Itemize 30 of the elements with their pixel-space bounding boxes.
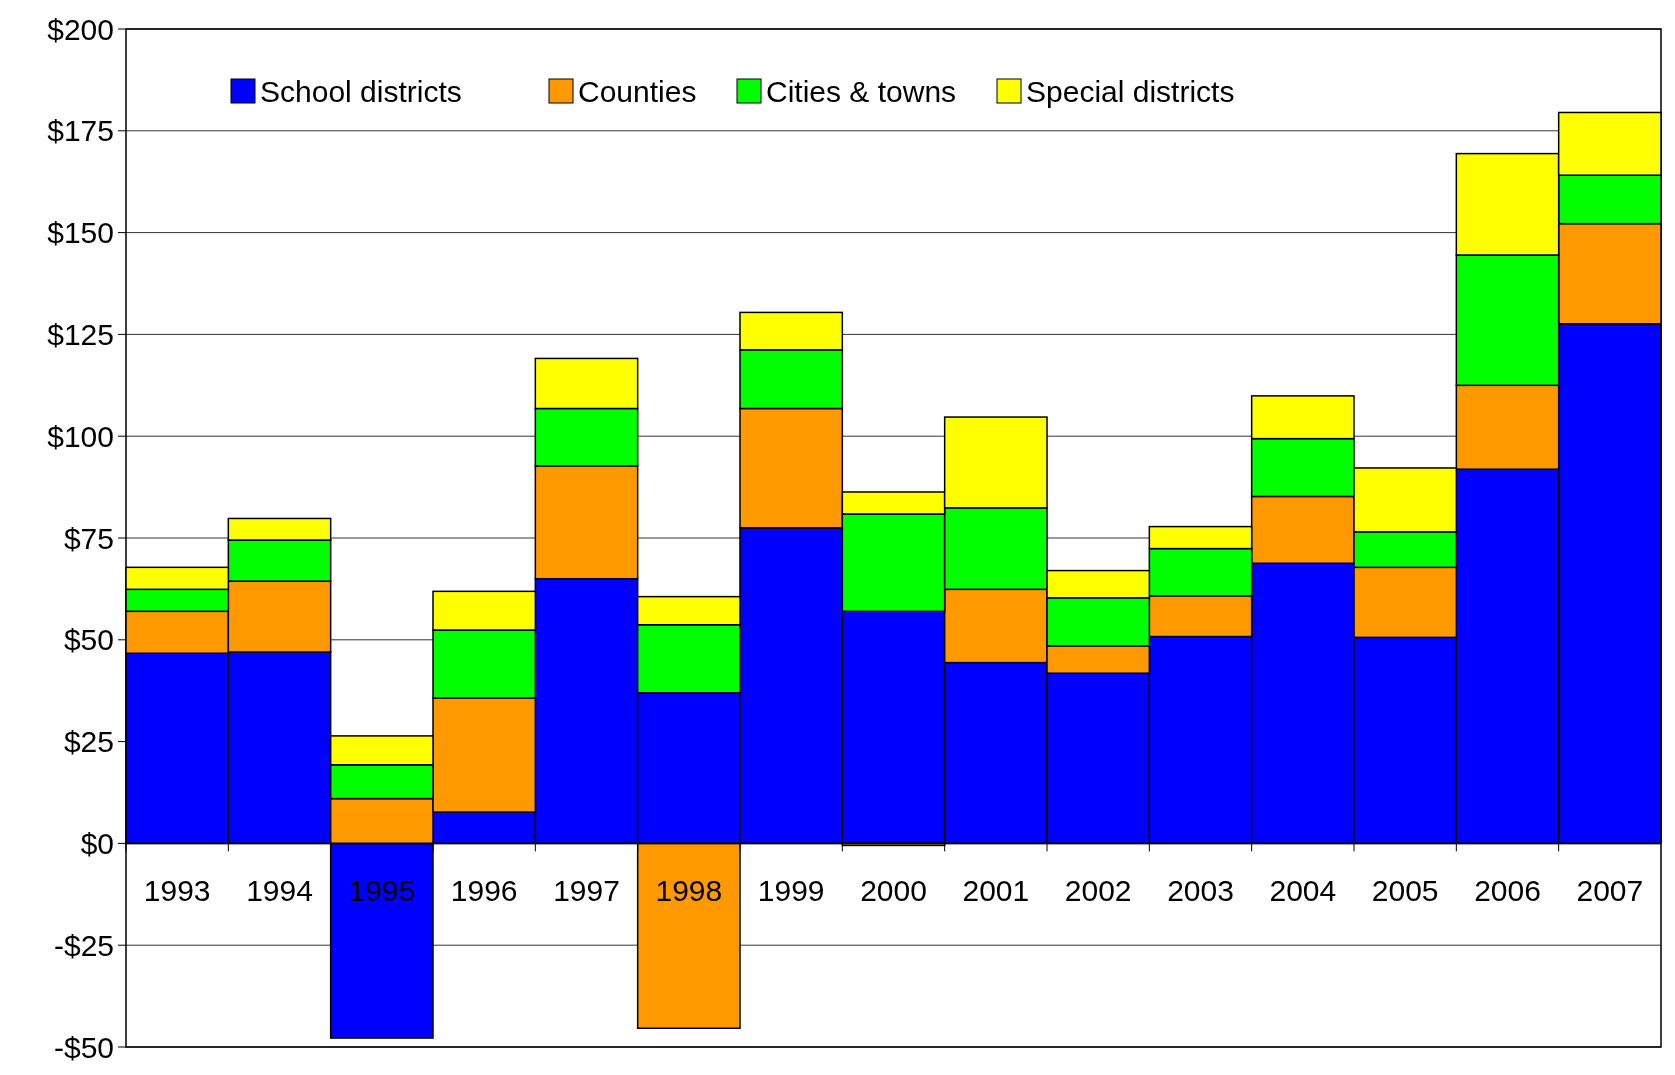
x-tick-label: 1996	[450, 874, 518, 908]
x-tick-label: 2001	[962, 874, 1030, 908]
x-tick-label: 2004	[1269, 874, 1337, 908]
x-tick-label: 2000	[860, 874, 927, 908]
y-tick-label: -$25	[53, 928, 114, 962]
x-tick-label: 2005	[1371, 874, 1439, 908]
x-tick-label: 2007	[1576, 874, 1644, 908]
y-tick-label: $25	[63, 725, 114, 759]
legend-label: School districts	[260, 74, 462, 108]
y-tick-label: $150	[47, 216, 114, 250]
x-tick-label: 2003	[1167, 874, 1234, 908]
y-tick-label: -$50	[53, 1030, 114, 1064]
y-tick-label: $200	[47, 12, 114, 46]
legend-label: Special districts	[1026, 74, 1235, 108]
y-tick-label: $75	[63, 521, 114, 555]
x-tick-label: 1999	[757, 874, 825, 908]
x-tick-label: 2002	[1064, 874, 1132, 908]
x-tick-label: 1993	[143, 874, 211, 908]
x-tick-label: 1995	[348, 874, 416, 908]
legend-label: Counties	[578, 74, 697, 108]
y-tick-label: $0	[80, 826, 114, 860]
x-tick-label: 2006	[1474, 874, 1541, 908]
legend-label: Cities & towns	[766, 74, 957, 108]
x-tick-label: 1998	[655, 874, 723, 908]
y-tick-label: $50	[63, 623, 114, 657]
y-tick-label: $175	[47, 114, 114, 148]
y-tick-label: $100	[47, 419, 114, 453]
x-tick-label: 1994	[246, 874, 313, 908]
x-tick-label: 1997	[553, 874, 620, 908]
y-tick-label: $125	[47, 317, 114, 351]
